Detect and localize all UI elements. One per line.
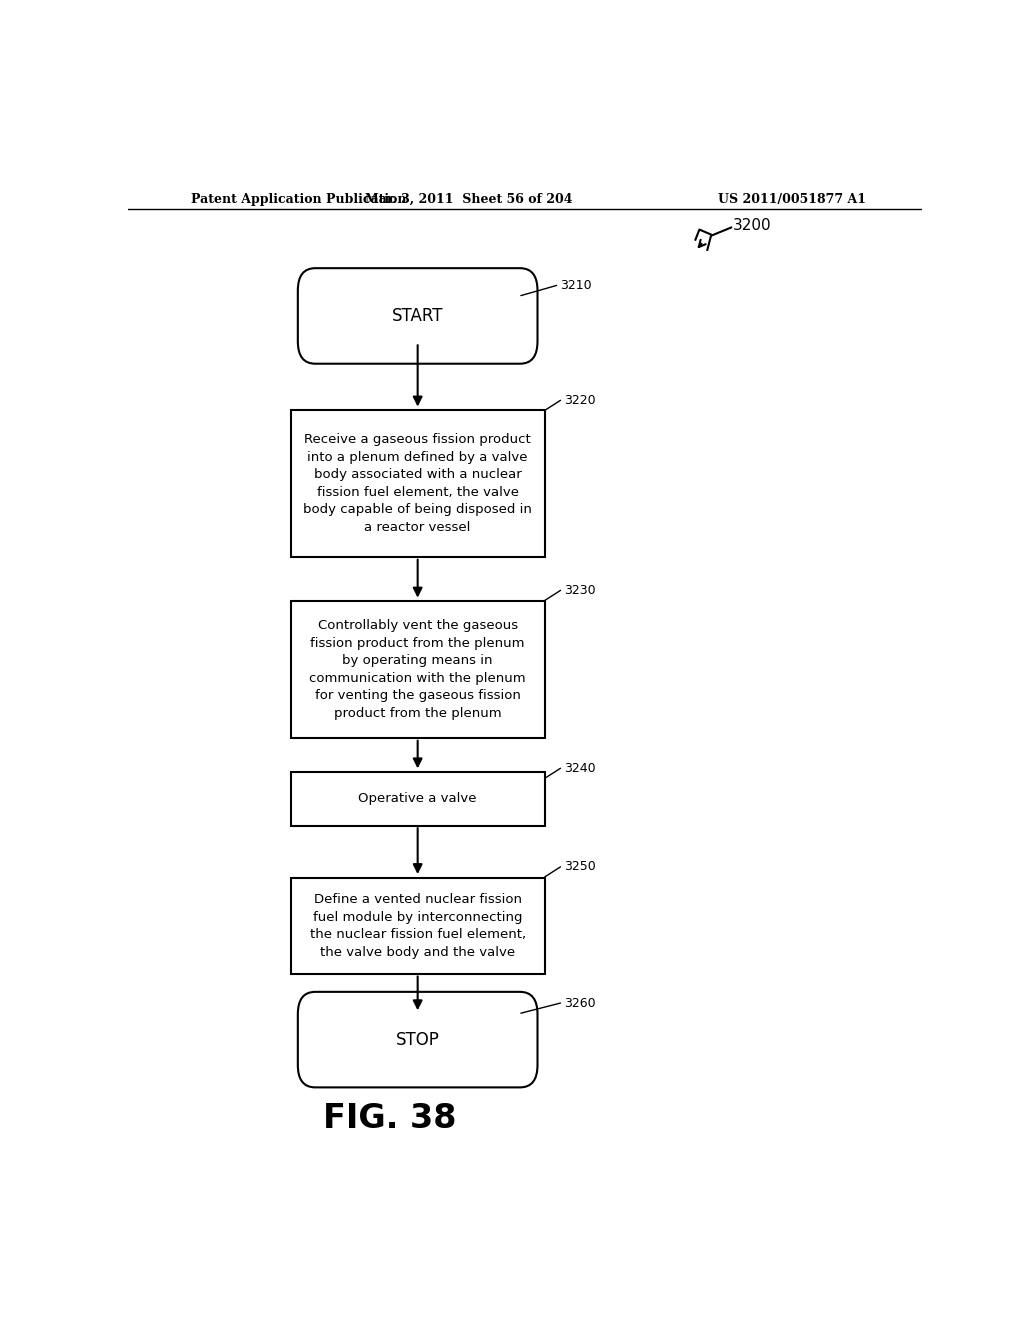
Text: US 2011/0051877 A1: US 2011/0051877 A1 — [718, 193, 866, 206]
Bar — [291, 772, 545, 826]
Text: 3200: 3200 — [733, 218, 771, 234]
FancyBboxPatch shape — [298, 268, 538, 364]
Bar — [291, 878, 545, 974]
FancyBboxPatch shape — [298, 991, 538, 1088]
Text: Operative a valve: Operative a valve — [358, 792, 477, 805]
Text: Mar. 3, 2011  Sheet 56 of 204: Mar. 3, 2011 Sheet 56 of 204 — [366, 193, 573, 206]
Text: Patent Application Publication: Patent Application Publication — [191, 193, 407, 206]
Text: 3250: 3250 — [564, 861, 596, 874]
Text: STOP: STOP — [395, 1031, 439, 1048]
Text: 3220: 3220 — [564, 393, 596, 407]
Text: Receive a gaseous fission product
into a plenum defined by a valve
body associat: Receive a gaseous fission product into a… — [303, 433, 532, 533]
Text: START: START — [392, 308, 443, 325]
Text: 3240: 3240 — [564, 762, 596, 775]
Text: 3230: 3230 — [564, 583, 596, 597]
Text: Controllably vent the gaseous
fission product from the plenum
by operating means: Controllably vent the gaseous fission pr… — [309, 619, 526, 719]
Text: Define a vented nuclear fission
fuel module by interconnecting
the nuclear fissi: Define a vented nuclear fission fuel mod… — [309, 894, 525, 958]
Bar — [291, 601, 545, 738]
Text: 3210: 3210 — [560, 279, 592, 292]
Bar — [291, 411, 545, 557]
Text: 3260: 3260 — [564, 997, 596, 1010]
Text: FIG. 38: FIG. 38 — [324, 1102, 457, 1135]
